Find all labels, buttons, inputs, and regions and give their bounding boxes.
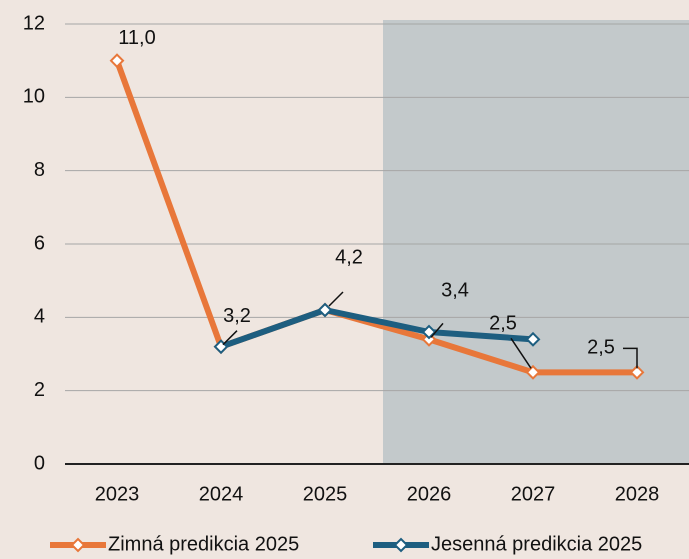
legend-marker [70,537,86,553]
y-tick-label: 6 [34,232,45,254]
y-tick-label: 8 [34,159,45,181]
leader-line [510,337,532,369]
series-line [220,307,534,350]
y-tick-label: 10 [23,86,45,108]
series-line [114,59,637,376]
x-tick-label: 2024 [199,483,244,505]
x-tick-label: 2026 [407,483,452,505]
y-tick-label: 2 [34,379,45,401]
data-label: 2,5 [587,337,615,359]
leader-line [328,291,344,307]
x-tick-label: 2027 [511,483,556,505]
data-label: 3,4 [441,280,469,302]
x-tick-label: 2028 [615,483,660,505]
legend-label: Jesenná predikcia 2025 [431,533,642,555]
marker [629,364,645,380]
data-label: 3,2 [223,305,251,327]
legend-marker [393,537,409,553]
leader-line [430,322,444,338]
y-tick-label: 4 [34,306,45,328]
forecast-region [383,20,689,464]
x-tick-label: 2023 [95,483,140,505]
leader-line [623,347,638,369]
marker [317,302,333,318]
marker [525,331,541,347]
data-label: 11,0 [118,27,155,49]
data-label: 2,5 [489,313,517,335]
marker [109,53,125,69]
leader-line [222,330,238,346]
x-tick-label: 2025 [303,483,348,505]
legend-label: Zimná predikcia 2025 [108,533,299,555]
data-label: 4,2 [335,246,363,268]
y-tick-label: 0 [34,452,45,474]
y-tick-label: 12 [23,12,45,34]
